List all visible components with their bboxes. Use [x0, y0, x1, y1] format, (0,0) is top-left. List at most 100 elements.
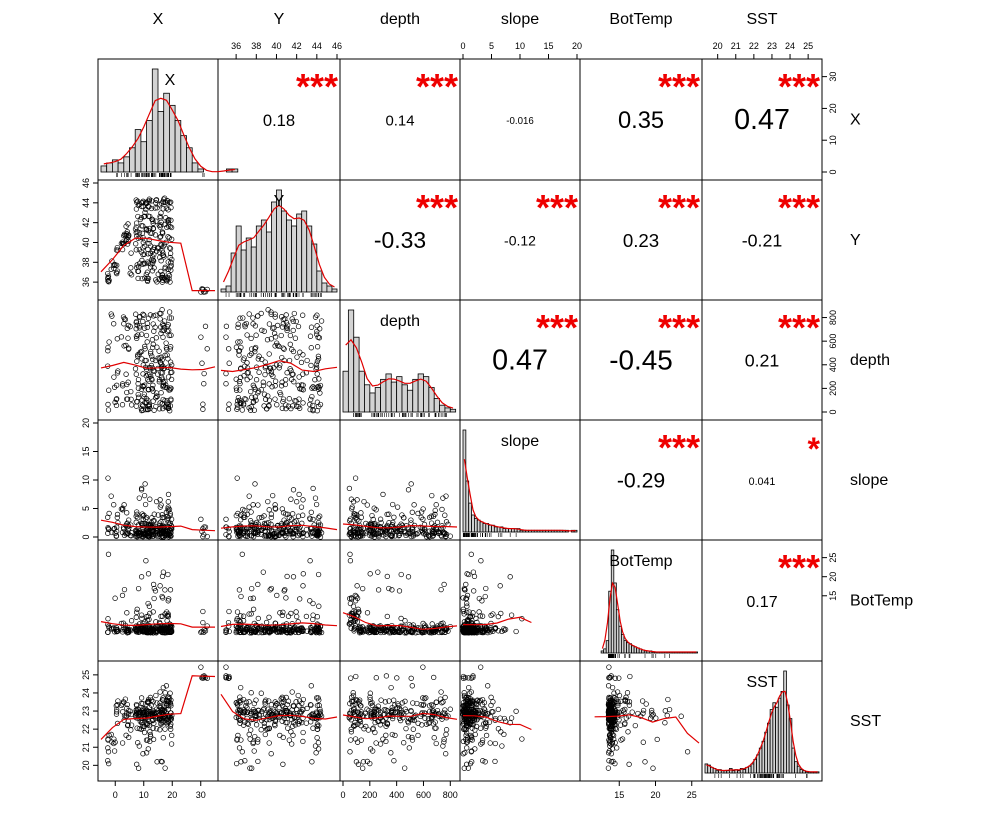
scatter-point-bottemp-depth: [391, 629, 397, 635]
scatter-point-bottemp-y: [315, 571, 322, 578]
significance-stars-x-sst: ***: [778, 66, 820, 107]
right-tick-label-x: 0: [828, 169, 838, 174]
scatter-point-slope-depth: [364, 502, 370, 508]
scatter-point-sst-depth: [409, 683, 415, 689]
scatter-point-depth-x: [154, 393, 160, 400]
scatter-point-bottemp-y: [288, 610, 294, 617]
scatter-point-sst-y: [307, 713, 313, 719]
scatter-point-y-x: [166, 235, 172, 241]
scatter-point-depth-y: [289, 346, 295, 353]
scatter-point-y-x: [133, 197, 139, 203]
scatter-point-y-x: [167, 254, 173, 261]
scatter-point-bottemp-x: [139, 615, 145, 622]
scatter-point-bottemp-y: [284, 573, 290, 580]
scatter-point-bottemp-y: [236, 587, 243, 593]
scatter-point-depth-x: [164, 352, 170, 358]
scatter-point-depth-y: [295, 382, 301, 388]
right-tick-label-x: 30: [828, 72, 838, 82]
scatter-point-bottemp-slope: [471, 629, 477, 635]
scatter-point-sst-depth: [383, 673, 390, 679]
scatter-point-depth-y: [290, 318, 296, 325]
scatter-point-sst-depth: [421, 696, 428, 702]
correlation-value-y-depth: -0.33: [374, 227, 426, 253]
scatter-point-slope-y: [297, 531, 303, 537]
right-tick-label-x: 10: [828, 135, 838, 145]
scatter-point-sst-y: [284, 719, 290, 726]
scatter-point-slope-depth: [351, 529, 358, 535]
scatter-point-slope-y: [248, 533, 254, 539]
left-tick-label-sst: 21: [81, 742, 91, 752]
scatter-point-bottemp-y: [285, 613, 292, 619]
scatter-point-slope-y: [272, 502, 278, 508]
scatter-point-slope-y: [264, 533, 270, 539]
smoother-line-slope-y: [220, 524, 338, 531]
scatter-point-sst-y: [314, 702, 321, 709]
scatter-point-depth-x: [168, 369, 174, 376]
scatter-point-sst-depth: [389, 707, 396, 713]
left-tick-label-y: 42: [81, 218, 91, 228]
scatter-point-sst-x: [163, 683, 170, 689]
scatter-point-bottemp-depth: [364, 610, 371, 616]
scatter-point-slope-x: [155, 512, 161, 518]
scatter-point-depth-x: [200, 401, 206, 407]
scatter-point-slope-y: [268, 511, 275, 517]
scatter-point-depth-y: [300, 312, 306, 318]
scatter-point-depth-y: [289, 316, 295, 322]
scatter-point-sst-depth: [348, 675, 354, 681]
scatter-point-sst-depth: [433, 699, 439, 705]
scatter-point-y-x: [139, 275, 145, 282]
top-tick-label-y: 36: [231, 41, 241, 51]
scatter-point-depth-y: [223, 323, 230, 329]
hist-bar-depth: [412, 378, 419, 413]
scatter-point-depth-y: [226, 360, 232, 366]
scatter-point-slope-x: [114, 514, 120, 521]
scatter-point-depth-x: [141, 394, 147, 400]
scatter-point-bottemp-x: [138, 623, 145, 630]
scatter-point-bottemp-slope: [463, 581, 469, 588]
hist-bar-y: [260, 219, 267, 293]
scatter-point-y-x: [168, 262, 175, 269]
panel-sst-y: [217, 660, 341, 782]
scatter-point-sst-y: [295, 692, 301, 699]
scatter-point-depth-y: [246, 311, 252, 317]
scatter-point-sst-slope: [471, 716, 477, 722]
scatter-point-bottemp-slope: [471, 588, 477, 594]
scatter-point-depth-y: [275, 342, 281, 349]
density-line-depth: [345, 338, 454, 409]
hist-bar-sst: [791, 747, 795, 774]
scatter-point-depth-y: [237, 399, 243, 406]
scatter-point-sst-slope: [478, 664, 484, 670]
scatter-point-depth-y: [268, 336, 274, 342]
scatter-point-depth-x: [146, 402, 152, 409]
scatter-point-sst-slope: [499, 743, 505, 749]
scatter-point-bottemp-depth: [349, 596, 355, 602]
hist-bar-sst: [777, 697, 782, 774]
smoother-line-bottemp-depth: [342, 612, 458, 630]
scatter-point-sst-bottemp: [606, 758, 612, 764]
correlation-value-x-sst: 0.47: [734, 104, 790, 136]
scatter-point-sst-y: [236, 707, 243, 714]
top-tick-label-y: 38: [251, 41, 261, 51]
scatter-point-bottemp-depth: [347, 595, 353, 602]
scatter-point-depth-y: [272, 334, 279, 340]
scatter-point-sst-slope: [519, 736, 525, 742]
scatter-point-slope-x: [165, 499, 171, 505]
scatter-point-y-x: [119, 239, 126, 245]
scatter-point-bottemp-x: [134, 606, 140, 612]
scatter-point-slope-y: [237, 529, 244, 535]
left-tick-label-sst: 22: [81, 724, 91, 734]
scatter-point-bottemp-y: [268, 585, 275, 592]
hist-bar-sst: [726, 770, 730, 774]
scatter-point-slope-y: [266, 527, 272, 533]
scatter-point-slope-y: [313, 532, 319, 538]
scatter-point-slope-y: [246, 504, 252, 510]
scatter-point-slope-depth: [428, 520, 435, 526]
scatter-point-sst-depth: [403, 725, 409, 732]
scatter-point-sst-x: [162, 765, 168, 771]
hist-bar-sst: [737, 770, 741, 774]
scatter-point-sst-bottemp: [654, 736, 660, 743]
scatter-point-depth-y: [300, 400, 306, 406]
scatter-point-sst-slope: [460, 675, 467, 681]
scatter-point-slope-x: [141, 492, 148, 499]
scatter-point-depth-y: [235, 339, 241, 345]
